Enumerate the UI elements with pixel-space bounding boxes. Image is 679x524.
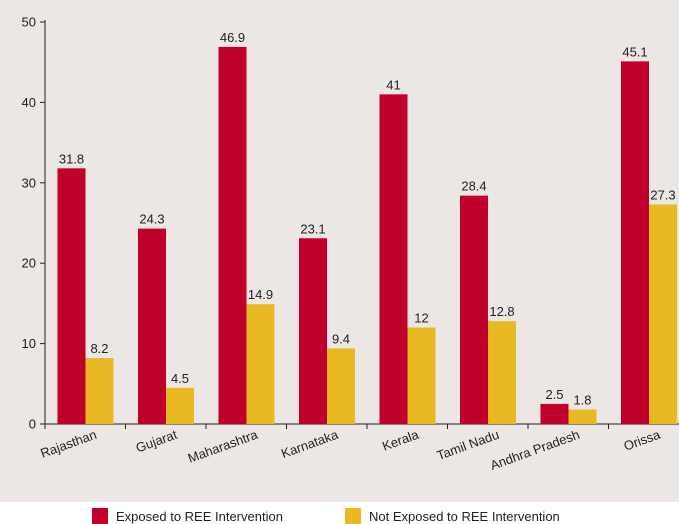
data-label: 14.9: [248, 287, 273, 302]
data-label: 41: [386, 77, 400, 92]
bar-exposed: [621, 61, 649, 425]
legend: Exposed to REE Intervention Not Exposed …: [0, 502, 679, 524]
x-category-label: Kerala: [380, 426, 421, 453]
bar-exposed: [299, 238, 327, 424]
bar-not-exposed: [327, 348, 355, 424]
bar-not-exposed: [488, 321, 516, 424]
y-tick-label: 40: [22, 95, 36, 110]
data-label: 1.8: [573, 393, 591, 408]
y-ticks: 0 10 20 30 40 50: [22, 15, 45, 432]
bar-not-exposed: [407, 327, 436, 424]
legend-swatch-not-exposed: [345, 508, 361, 524]
bar-chart: 0 10 20 30 40 50 31.8 8.2 24.3 4.5 46.9 14.9 23.1 9.…: [22, 15, 679, 473]
data-label: 9.4: [332, 331, 350, 346]
bar-not-exposed: [166, 387, 194, 424]
legend-item-not-exposed: Not Exposed to REE Intervention: [345, 508, 560, 524]
data-label: 46.9: [220, 30, 245, 45]
x-category-label: Rajasthan: [38, 427, 98, 461]
data-label: 12: [414, 311, 428, 326]
y-tick-label: 30: [22, 175, 36, 190]
data-label: 24.3: [139, 212, 164, 227]
data-label: 23.1: [300, 221, 325, 236]
x-category-label: Gujarat: [134, 427, 180, 456]
data-label: 27.3: [650, 188, 675, 203]
data-label: 31.8: [59, 151, 84, 166]
bar-exposed: [460, 195, 488, 424]
data-label: 12.8: [489, 304, 514, 319]
bar-not-exposed: [649, 204, 677, 424]
y-tick-label: 0: [29, 417, 36, 432]
data-labels: 31.8 8.2 24.3 4.5 46.9 14.9 23.1 9.4 41 12 28.4 12.…: [59, 30, 676, 408]
bar-not-exposed: [568, 409, 597, 424]
bar-not-exposed: [246, 304, 275, 424]
legend-label-not-exposed: Not Exposed to REE Intervention: [369, 508, 560, 524]
x-category-label: Karnataka: [279, 426, 341, 461]
bar-not-exposed: [85, 358, 114, 424]
data-label: 8.2: [90, 341, 108, 356]
data-label: 4.5: [171, 371, 189, 386]
y-tick-label: 10: [22, 336, 36, 351]
data-label: 45.1: [622, 44, 647, 59]
x-category-label: Andhra Pradesh: [488, 427, 581, 473]
data-label: 2.5: [545, 387, 563, 402]
bar-exposed: [379, 94, 408, 425]
y-tick-label: 20: [22, 256, 36, 271]
data-label: 28.4: [461, 179, 486, 194]
bars: [57, 46, 677, 425]
y-tick-label: 50: [22, 15, 36, 30]
x-ticks: Rajasthan Gujarat Maharashtra Karnataka Kera…: [38, 424, 663, 473]
bar-exposed: [138, 228, 166, 424]
legend-swatch-exposed: [92, 508, 108, 524]
legend-label-exposed: Exposed to REE Intervention: [116, 508, 283, 524]
x-category-label: Maharashtra: [186, 426, 260, 465]
bar-exposed: [57, 168, 86, 424]
bar-exposed: [218, 46, 247, 424]
bar-exposed: [540, 403, 569, 424]
x-category-label: Orissa: [622, 426, 663, 453]
legend-item-exposed: Exposed to REE Intervention: [92, 508, 283, 524]
